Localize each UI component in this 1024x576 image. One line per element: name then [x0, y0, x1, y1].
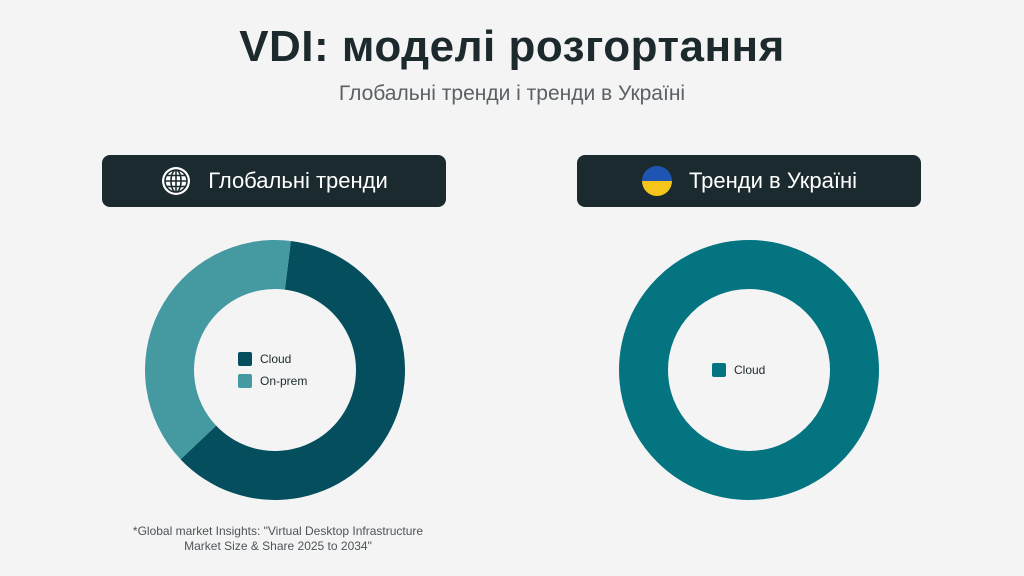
legend-swatch — [238, 352, 252, 366]
legend-swatch — [238, 374, 252, 388]
ukraine-donut-svg — [619, 240, 879, 500]
ukraine-donut-chart: Cloud — [619, 240, 879, 500]
global-legend: Cloud On-prem — [145, 240, 405, 500]
legend-item-cloud: Cloud — [238, 352, 312, 366]
page-title: VDI: моделі розгортання — [239, 22, 785, 71]
legend-label: On-prem — [260, 374, 308, 388]
legend-label: Cloud — [260, 352, 292, 366]
slice-cloud — [180, 240, 405, 500]
legend-label: Cloud — [734, 363, 766, 377]
slice-cloud — [619, 240, 879, 500]
global-donut-svg — [145, 240, 405, 500]
ukraine-flag-icon — [641, 165, 673, 197]
global-donut-chart: Cloud On-prem — [145, 240, 405, 500]
footnote: *Global market Insights: "Virtual Deskto… — [100, 524, 456, 554]
legend-item-on-prem: On-prem — [238, 374, 312, 388]
global-trends-header: Глобальні тренди — [102, 155, 446, 207]
legend-item-cloud: Cloud — [712, 363, 786, 377]
slice-on-prem — [145, 240, 291, 460]
footnote-line-2: Market Size & Share 2025 to 2034" — [184, 539, 372, 553]
legend-swatch — [712, 363, 726, 377]
global-trends-label: Глобальні тренди — [208, 168, 388, 193]
ukraine-legend: Cloud — [619, 240, 879, 500]
footnote-line-1: *Global market Insights: "Virtual Deskto… — [132, 524, 424, 538]
globe-icon — [160, 165, 192, 197]
ukraine-trends-label: Тренди в Україні — [688, 168, 858, 193]
ukraine-trends-header: Тренди в Україні — [577, 155, 921, 207]
page-subtitle: Глобальні тренди і тренди в Україні — [338, 82, 686, 105]
